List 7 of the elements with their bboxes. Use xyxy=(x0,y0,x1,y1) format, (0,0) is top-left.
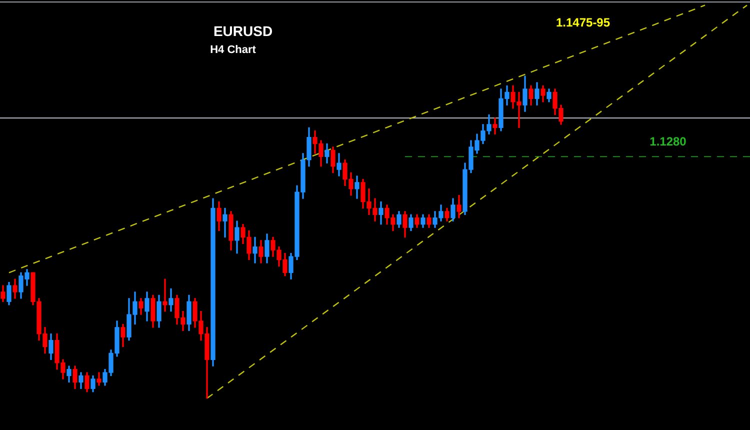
chart-subtitle: H4 Chart xyxy=(210,44,256,56)
text: 1.1475-95 xyxy=(556,15,610,30)
candlestick xyxy=(162,278,168,312)
chart-title: EURUSD xyxy=(213,22,273,39)
annotation: 1.1280 xyxy=(650,134,687,148)
candlestick xyxy=(222,208,228,238)
candlestick xyxy=(492,118,498,134)
